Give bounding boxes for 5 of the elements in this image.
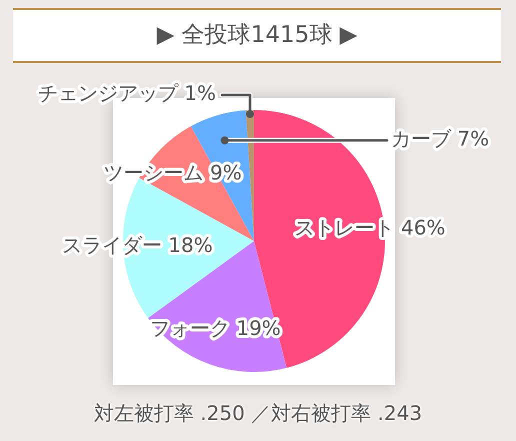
- chart-title: ▶ 全投球1415球 ▶: [13, 10, 501, 61]
- slice-label: カーブ 7%: [391, 126, 490, 151]
- slice-label: スライダー 18%: [62, 233, 213, 258]
- slice-label: チェンジアップ 1%: [38, 81, 216, 106]
- text: 対左被打率 .250 ／対右被打率 .243: [92, 400, 424, 427]
